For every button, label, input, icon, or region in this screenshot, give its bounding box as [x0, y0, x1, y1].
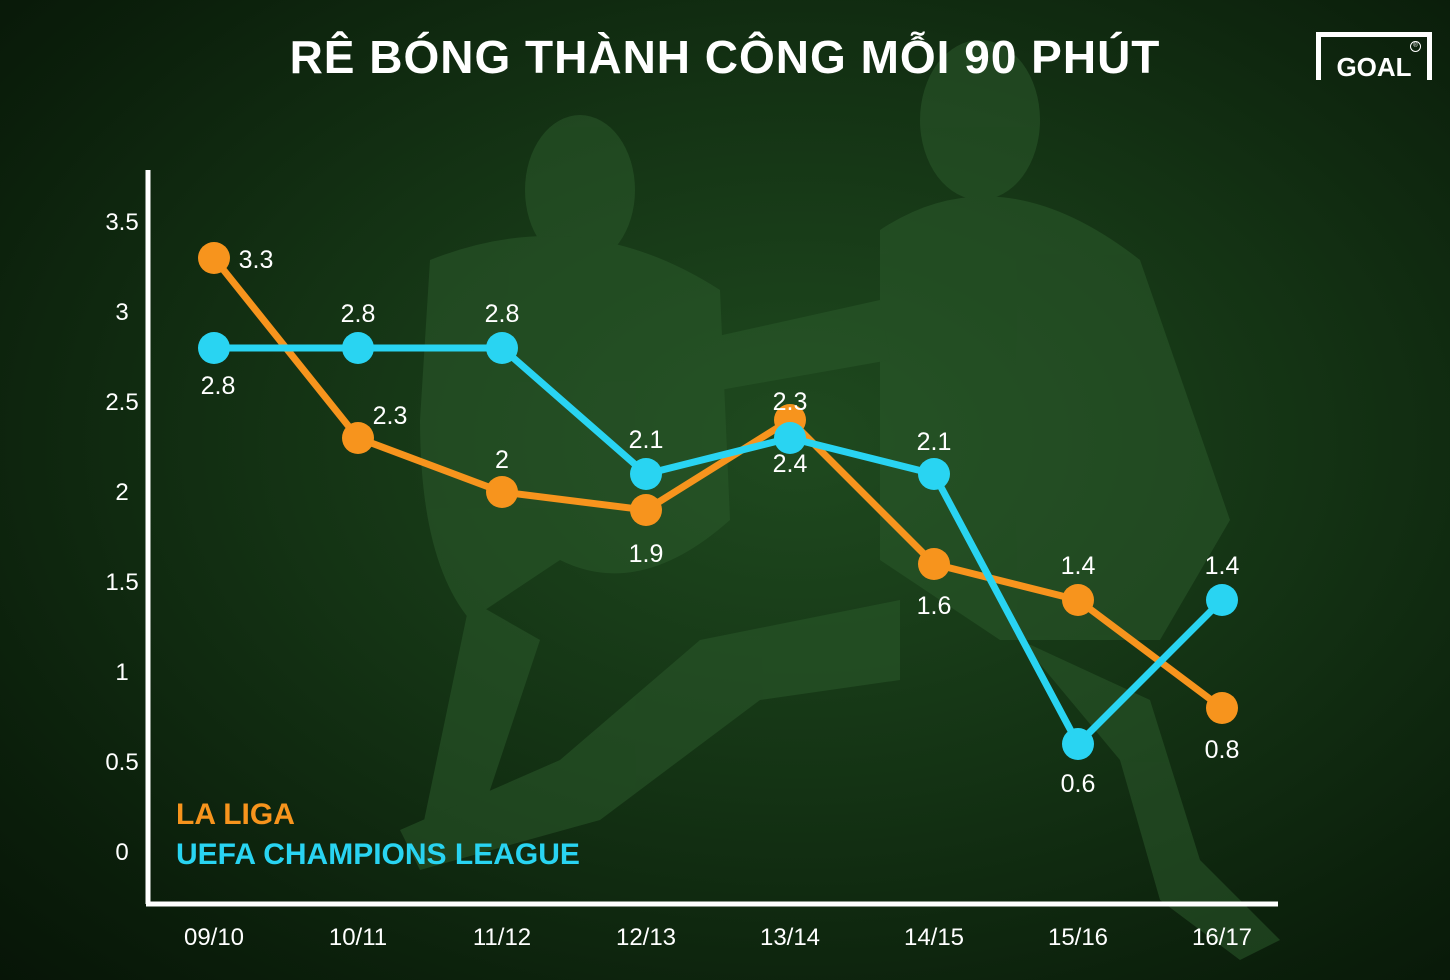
- data-label-la-liga: 1.4: [1061, 552, 1096, 580]
- registered-mark-icon: ®: [1410, 41, 1421, 52]
- data-label-la-liga: 2.4: [773, 450, 808, 478]
- chart-title: RÊ BÓNG THÀNH CÔNG MỖI 90 PHÚT: [289, 31, 1161, 83]
- x-tick-label: 16/17: [1192, 924, 1252, 951]
- data-point-ucl: [918, 458, 950, 490]
- data-point-la-liga: [1062, 584, 1094, 616]
- data-label-ucl: 1.4: [1205, 552, 1240, 580]
- legend-la-liga: LA LIGA: [176, 798, 295, 831]
- data-point-la-liga: [486, 476, 518, 508]
- x-tick-label: 15/16: [1048, 924, 1108, 951]
- data-point-la-liga: [630, 494, 662, 526]
- goal-logo-text: GOAL: [1336, 52, 1412, 82]
- x-tick-label: 11/12: [473, 924, 531, 951]
- data-point-ucl: [774, 422, 806, 454]
- y-tick-label: 3.5: [105, 209, 138, 236]
- goal-logo-frame: [1316, 32, 1432, 80]
- data-label-la-liga: 1.6: [917, 592, 952, 620]
- x-tick-label: 14/15: [904, 924, 964, 951]
- data-label-ucl: 2.8: [341, 300, 376, 328]
- data-point-ucl: [1062, 728, 1094, 760]
- data-point-ucl: [1206, 584, 1238, 616]
- data-label-ucl: 0.6: [1061, 770, 1096, 798]
- legend-ucl: UEFA CHAMPIONS LEAGUE: [176, 838, 580, 871]
- data-label-ucl: 2.3: [773, 388, 808, 416]
- series-line-la-liga: [211, 255, 1225, 711]
- y-tick-label: 1: [115, 659, 128, 686]
- x-tick-label: 10/11: [329, 924, 387, 951]
- x-tick-label: 13/14: [760, 924, 820, 951]
- data-point-ucl: [486, 332, 518, 364]
- y-tick-label: 2: [115, 479, 128, 506]
- y-tick-label: 0: [115, 839, 128, 866]
- data-point-la-liga: [342, 422, 374, 454]
- x-tick-label: 09/10: [184, 924, 244, 951]
- data-label-la-liga: 3.3: [239, 246, 274, 274]
- data-label-la-liga: 2: [495, 446, 509, 474]
- data-label-la-liga: 0.8: [1205, 736, 1240, 764]
- x-tick-label: 12/13: [616, 924, 676, 951]
- y-tick-label: 0.5: [105, 749, 138, 776]
- data-label-ucl: 2.8: [201, 372, 236, 400]
- data-label-la-liga: 2.3: [373, 402, 408, 430]
- data-label-ucl: 2.1: [629, 426, 664, 454]
- y-tick-label: 2.5: [105, 389, 138, 416]
- data-label-la-liga: 1.9: [629, 540, 664, 568]
- data-point-la-liga: [198, 242, 230, 274]
- data-label-ucl: 2.1: [917, 428, 952, 456]
- data-point-la-liga: [1206, 692, 1238, 724]
- data-point-ucl: [198, 332, 230, 364]
- series-line-ucl: [214, 344, 1225, 748]
- y-tick-label: 1.5: [105, 569, 138, 596]
- data-point-ucl: [342, 332, 374, 364]
- data-label-ucl: 2.8: [485, 300, 520, 328]
- y-tick-label: 3: [115, 299, 128, 326]
- data-point-ucl: [630, 458, 662, 490]
- data-point-la-liga: [918, 548, 950, 580]
